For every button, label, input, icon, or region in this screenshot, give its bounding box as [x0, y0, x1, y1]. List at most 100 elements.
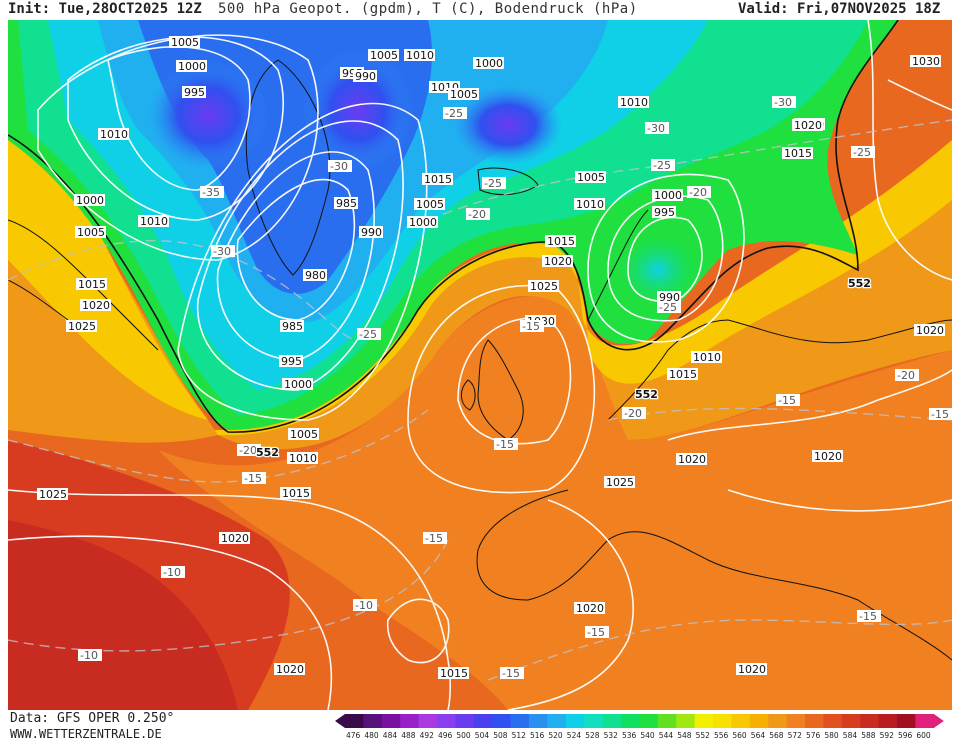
temp-label: -15	[929, 408, 952, 421]
scale-swatch	[584, 714, 604, 728]
isobar-label-text: 995	[184, 86, 205, 99]
temp-label-text: -20	[468, 208, 486, 221]
isobar-label-bg	[604, 476, 635, 488]
isobar-label: 1005	[75, 226, 106, 239]
height-label: 552	[848, 277, 871, 290]
isobar-label: 1020	[676, 453, 707, 466]
isobar-label-text: 1020	[221, 532, 249, 545]
isobar-label-text: 1020	[576, 602, 604, 615]
scale-tick-label: 572	[788, 731, 803, 740]
isobar-label-text: 1005	[370, 49, 398, 62]
isobar-label-bg	[280, 487, 311, 499]
scale-swatch	[455, 714, 475, 728]
isobar-label: 985	[280, 320, 304, 333]
scale-arrow-right	[933, 714, 944, 728]
isobar-label: 1015	[782, 147, 813, 160]
temp-label: -10	[161, 566, 185, 579]
isobar-label-bg	[657, 291, 681, 303]
isobar-label-bg	[652, 189, 683, 201]
isobar-label-bg	[652, 206, 676, 218]
temp-label-text: -35	[202, 186, 220, 199]
scale-swatch	[639, 714, 659, 728]
isobar-label: 1025	[604, 476, 635, 489]
isobar-label-text: 1020	[544, 255, 572, 268]
temp-label-text: -15	[859, 610, 877, 623]
temp-label-text: -15	[931, 408, 949, 421]
isobar-label: 1010	[287, 452, 318, 465]
temp-label-bg	[237, 444, 261, 456]
scale-tick-label: 564	[751, 731, 766, 740]
height-labels: 552 552 552	[255, 276, 872, 461]
scale-tick-label: 528	[585, 731, 600, 740]
temp-label: -30	[211, 245, 235, 258]
scale-tick-label: 512	[512, 731, 527, 740]
temp-label-bg	[651, 159, 675, 171]
isobar-label-text: 1000	[654, 189, 682, 202]
temp-label-text: -20	[689, 186, 707, 199]
isobar-label-text: 1000	[76, 194, 104, 207]
isobar-label: 1020	[80, 299, 111, 312]
temp-label-bg	[161, 566, 185, 578]
isobar-label-text: 1015	[784, 147, 812, 160]
isobar-label-bg	[303, 269, 327, 281]
isobar-label-bg	[80, 299, 111, 311]
temp-label-bg	[687, 186, 711, 198]
isobar-label: 1020	[574, 602, 605, 615]
scale-tick-label: 516	[530, 731, 545, 740]
isobar-label: 1000	[473, 57, 504, 70]
temp-label-text: -15	[502, 667, 520, 680]
isobar-label: 1015	[422, 173, 453, 186]
temp-label-text: -25	[484, 177, 502, 190]
isobar-label-text: 1000	[178, 60, 206, 73]
isobar-label-text: 1020	[814, 450, 842, 463]
coastline-europe	[476, 209, 952, 661]
isobar-label-bg	[76, 278, 107, 290]
isobar-label-bg	[287, 452, 318, 464]
isobar-label-bg	[404, 49, 435, 61]
low-center-baltic	[618, 235, 698, 305]
isobar-label-text: 1025	[39, 488, 67, 501]
isobar-label-bg	[782, 147, 813, 159]
temp-label: -10	[353, 599, 377, 612]
temp-label-text: -15	[496, 438, 514, 451]
temp-label: -25	[657, 301, 681, 314]
low-center-north	[303, 50, 413, 170]
isobar-label-bg	[812, 450, 843, 462]
isobar-label-text: 1000	[409, 216, 437, 229]
scale-swatch	[400, 714, 420, 728]
temp-label-text: -20	[239, 444, 257, 457]
scale-tick-label: 488	[401, 731, 416, 740]
scale-tick-label: 520	[548, 731, 563, 740]
temp-label: -15	[423, 532, 447, 545]
height-label: 552	[635, 388, 658, 401]
scale-swatch	[749, 714, 769, 728]
scale-swatch	[841, 714, 861, 728]
temp-label-bg	[657, 301, 681, 313]
scale-tick-label: 580	[824, 731, 839, 740]
isobar-label-text: 1020	[738, 663, 766, 676]
temp-label: -15	[520, 320, 544, 333]
temp-label: -15	[776, 394, 800, 407]
scale-tick-label: 576	[806, 731, 821, 740]
scale-tick-label: 524	[567, 731, 582, 740]
scale-tick-label: 556	[714, 731, 729, 740]
temp-label-text: -10	[355, 599, 373, 612]
isobar-label-text: 1010	[100, 128, 128, 141]
temp-label-text: -30	[213, 245, 231, 258]
isobar-label-text: 1005	[416, 198, 444, 211]
scale-tick-label: 568	[769, 731, 784, 740]
temp-label-bg	[645, 122, 669, 134]
temp-label: -20	[622, 407, 646, 420]
isobar-label-bg	[138, 215, 169, 227]
isobar-label-text: 1010	[693, 351, 721, 364]
isobar-label-bg	[473, 57, 504, 69]
scale-tick-label: 504	[475, 731, 490, 740]
scale-tick-label: 588	[861, 731, 876, 740]
isobar-label-bg	[182, 86, 206, 98]
scale-swatch	[437, 714, 456, 728]
temp-label-bg	[776, 394, 800, 406]
isobar-label: 1020	[274, 663, 305, 676]
isobar-label: 1005	[414, 198, 445, 211]
temp-label-bg	[851, 146, 875, 158]
scale-swatch	[731, 714, 751, 728]
